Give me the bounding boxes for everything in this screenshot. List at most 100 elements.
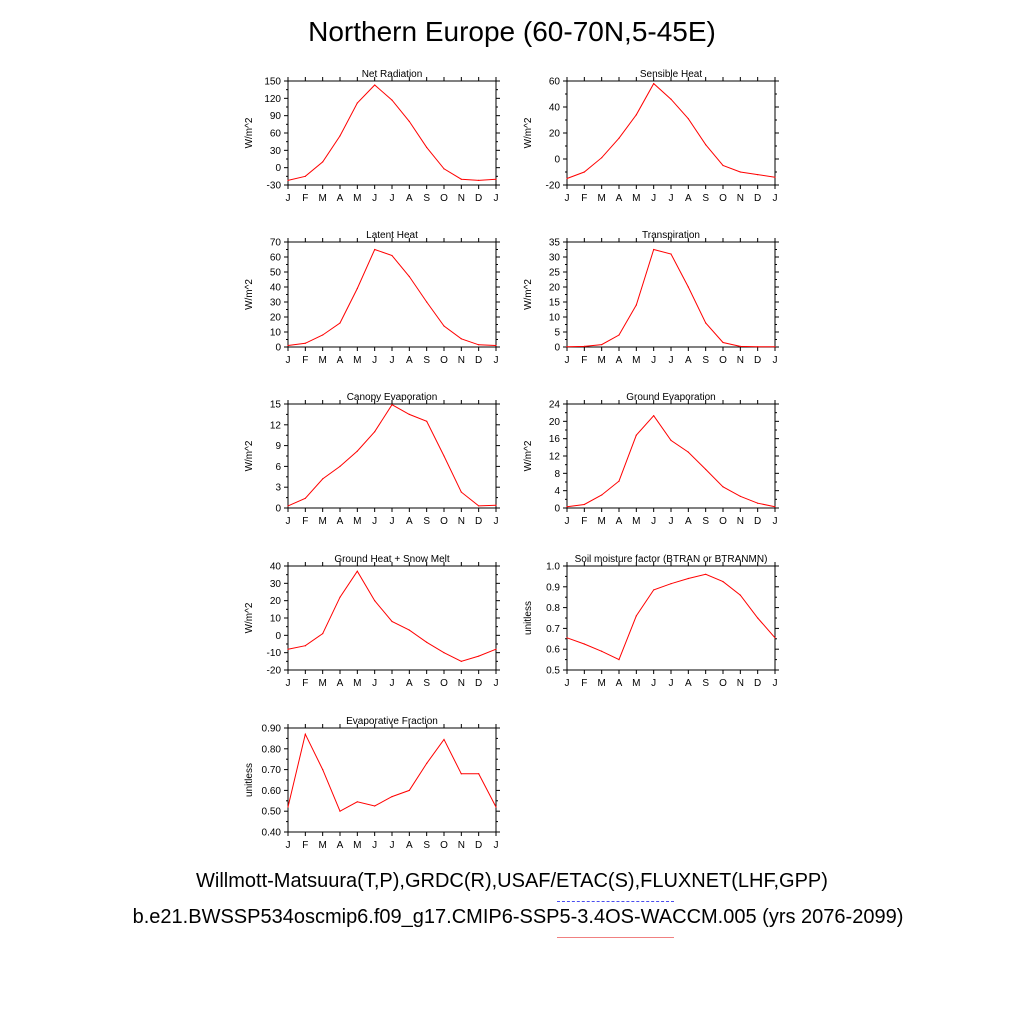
y-tick-label: 0 — [554, 343, 560, 354]
x-tick-label: A — [685, 516, 692, 527]
x-tick-label: J — [565, 678, 570, 689]
y-tick-label: 0 — [275, 343, 281, 354]
x-tick-label: S — [423, 193, 430, 204]
x-tick-label: D — [475, 840, 482, 851]
x-tick-label: S — [702, 355, 709, 366]
data-point — [408, 120, 410, 123]
y-tick-label: -10 — [267, 648, 282, 659]
y-tick-label: 12 — [549, 452, 561, 463]
x-tick-label: J — [372, 516, 377, 527]
series-line — [566, 573, 776, 661]
x-tick-label: N — [737, 193, 744, 204]
data-point — [722, 164, 724, 167]
data-point — [705, 144, 707, 146]
data-point — [705, 573, 707, 575]
y-tick-label: 15 — [270, 400, 282, 411]
data-point — [304, 733, 306, 735]
x-tick-label: M — [632, 193, 640, 204]
data-point — [460, 660, 462, 662]
data-point — [566, 637, 568, 639]
data-point — [426, 146, 428, 149]
y-tick-label: 40 — [270, 283, 282, 294]
y-tick-label: 0.5 — [546, 666, 560, 677]
y-tick-label: 25 — [549, 268, 561, 279]
x-tick-label: F — [581, 193, 587, 204]
plot-frame — [287, 80, 497, 186]
x-tick-label: O — [719, 678, 727, 689]
y-tick-label: 0.7 — [546, 624, 560, 635]
x-tick-label: N — [737, 355, 744, 366]
data-point — [408, 629, 410, 631]
x-tick-label: J — [494, 355, 499, 366]
data-point — [304, 497, 306, 499]
x-tick-label: J — [651, 516, 656, 527]
data-point — [774, 176, 776, 178]
x-tick-label: F — [581, 678, 587, 689]
x-tick-label: D — [754, 355, 761, 366]
x-tick-label: S — [702, 678, 709, 689]
x-tick-label: F — [302, 840, 308, 851]
x-tick-label: M — [632, 678, 640, 689]
chart-panel: Evaporative Fraction unitless 0.40 0.50 0.60… — [244, 716, 500, 851]
x-tick-label: A — [406, 516, 413, 527]
footer-underline-red — [557, 937, 674, 938]
x-tick-label: M — [318, 355, 326, 366]
data-point — [583, 171, 585, 173]
chart-panel: Ground Heat + Snow Melt W/m^2 -20 -10 0 10 20 3… — [244, 554, 500, 689]
data-point — [618, 480, 620, 482]
x-tick-label: D — [754, 193, 761, 204]
data-point — [478, 773, 480, 775]
data-point — [670, 253, 672, 255]
x-tick-label: J — [390, 840, 395, 851]
y-axis-label: W/m^2 — [523, 117, 534, 148]
x-tick-label: A — [685, 355, 692, 366]
x-tick-label: F — [302, 355, 308, 366]
x-tick-label: A — [337, 840, 344, 851]
x-tick-label: J — [669, 678, 674, 689]
y-axis-label: W/m^2 — [244, 602, 255, 633]
data-point — [601, 157, 603, 159]
panel-title: Transpiration — [642, 230, 700, 241]
x-tick-label: J — [651, 355, 656, 366]
x-tick-label: A — [685, 678, 692, 689]
x-tick-label: A — [406, 678, 413, 689]
data-point — [322, 334, 324, 336]
plot-frame — [287, 241, 497, 348]
x-tick-label: D — [475, 678, 482, 689]
y-axis-label: unitless — [523, 601, 534, 635]
x-tick-label: A — [406, 355, 413, 366]
x-tick-label: M — [318, 193, 326, 204]
panel-title: Canopy Evaporation — [347, 392, 438, 403]
data-point — [722, 341, 724, 344]
data-point — [757, 617, 759, 619]
y-tick-label: -20 — [267, 666, 282, 677]
data-point — [374, 805, 376, 807]
y-tick-label: 35 — [549, 238, 561, 249]
x-tick-label: M — [597, 193, 605, 204]
y-tick-label: 0.40 — [262, 828, 282, 839]
data-point — [287, 179, 289, 181]
data-point — [339, 596, 341, 598]
y-tick-label: 1.0 — [546, 562, 560, 573]
y-tick-label: 60 — [270, 253, 282, 264]
x-tick-label: A — [616, 193, 623, 204]
plot-frame — [566, 565, 776, 671]
data-point — [722, 486, 724, 488]
y-tick-label: 20 — [549, 283, 561, 294]
data-point — [635, 114, 637, 116]
data-point — [653, 415, 655, 417]
data-point — [391, 99, 393, 101]
data-point — [443, 168, 445, 170]
y-tick-label: 5 — [554, 328, 560, 339]
data-point — [356, 450, 358, 452]
data-point — [443, 652, 445, 654]
x-tick-label: J — [372, 840, 377, 851]
x-tick-label: S — [423, 516, 430, 527]
x-tick-label: S — [423, 355, 430, 366]
plot-frame — [566, 403, 776, 509]
data-point — [601, 344, 603, 346]
data-point — [566, 346, 568, 348]
data-point — [339, 322, 341, 324]
